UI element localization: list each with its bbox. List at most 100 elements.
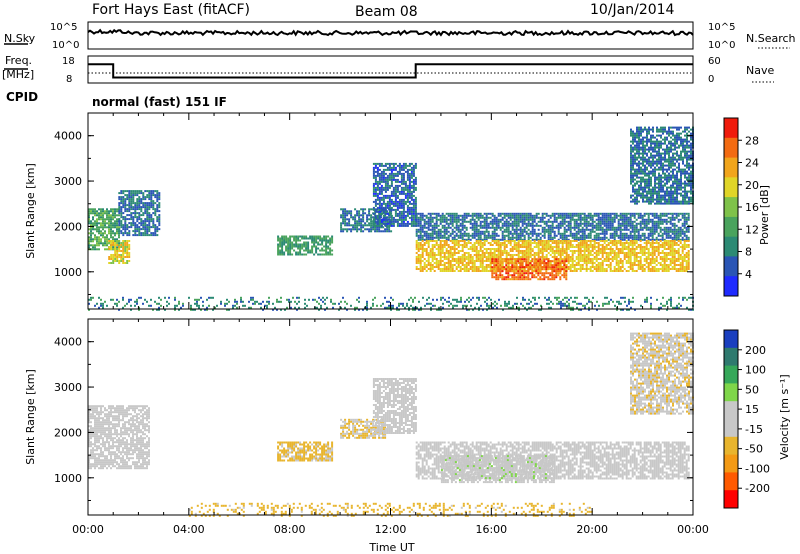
- data-pixel: [388, 208, 391, 211]
- data-pixel: [639, 262, 642, 264]
- data-pixel: [408, 190, 411, 193]
- data-pixel: [593, 226, 596, 229]
- data-pixel: [663, 266, 666, 268]
- data-pixel: [356, 214, 359, 217]
- data-pixel: [140, 224, 143, 227]
- data-pixel: [629, 242, 632, 244]
- data-pixel: [563, 234, 566, 237]
- data-pixel: [408, 172, 411, 175]
- data-pixel: [523, 244, 526, 246]
- data-pixel: [398, 198, 401, 201]
- data-pixel: [517, 240, 520, 242]
- data-pixel: [499, 262, 502, 265]
- data-pixel: [402, 166, 405, 169]
- data-pixel: [513, 212, 516, 215]
- data-pixel: [429, 232, 432, 235]
- data-pixel: [671, 248, 674, 250]
- data-pixel: [547, 234, 550, 237]
- data-pixel: [675, 224, 678, 227]
- data-pixel: [96, 226, 98, 229]
- data-pixel: [507, 278, 510, 281]
- data-pixel: [158, 222, 161, 225]
- data-pixel: [521, 222, 524, 225]
- data-pixel: [623, 212, 626, 215]
- data-pixel: [677, 238, 680, 241]
- data-pixel: [637, 244, 640, 246]
- data-pixel: [108, 210, 110, 213]
- data-pixel: [655, 224, 658, 227]
- data-pixel: [575, 232, 578, 235]
- data-pixel: [581, 238, 584, 241]
- data-pixel: [519, 270, 522, 272]
- data-pixel: [607, 222, 610, 225]
- data-pixel: [613, 216, 616, 219]
- data-pixel: [122, 262, 125, 264]
- data-pixel: [130, 198, 133, 201]
- data-pixel: [577, 230, 580, 233]
- data-pixel: [402, 222, 405, 225]
- data-pixel: [356, 222, 359, 225]
- data-pixel: [503, 236, 506, 239]
- data-pixel: [597, 250, 600, 252]
- data-pixel: [529, 224, 532, 227]
- data-pixel: [589, 246, 592, 248]
- data-pixel: [90, 212, 92, 215]
- data-pixel: [473, 214, 476, 217]
- data-pixel: [517, 274, 520, 277]
- data-pixel: [641, 232, 644, 235]
- data-pixel: [539, 266, 542, 268]
- data-pixel: [128, 226, 131, 229]
- data-pixel: [360, 226, 363, 229]
- data-pixel: [425, 234, 428, 237]
- data-pixel: [400, 174, 403, 177]
- data-pixel: [595, 256, 598, 258]
- data-pixel: [126, 228, 129, 231]
- data-pixel: [100, 234, 102, 237]
- data-pixel: [635, 212, 638, 215]
- data-pixel: [382, 180, 385, 183]
- data-pixel: [287, 253, 290, 256]
- data-pixel: [453, 236, 456, 239]
- data-pixel: [118, 246, 121, 248]
- data-pixel: [529, 256, 532, 258]
- data-pixel: [575, 230, 578, 233]
- data-pixel: [611, 248, 614, 250]
- data-pixel: [427, 244, 430, 246]
- data-pixel: [402, 162, 405, 165]
- data-pixel: [453, 240, 456, 242]
- data-pixel: [461, 238, 464, 241]
- data-pixel: [449, 270, 452, 272]
- data-pixel: [609, 252, 612, 254]
- data-pixel: [581, 230, 584, 233]
- data-pixel: [342, 208, 345, 211]
- data-pixel: [687, 230, 690, 233]
- data-pixel: [412, 224, 415, 227]
- data-pixel: [493, 234, 496, 237]
- data-pixel: [663, 264, 666, 266]
- data-pixel: [669, 264, 672, 266]
- data-pixel: [96, 240, 98, 243]
- data-pixel: [372, 174, 375, 177]
- data-pixel: [665, 258, 668, 260]
- data-pixel: [487, 230, 490, 233]
- data-pixel: [388, 222, 391, 225]
- data-pixel: [392, 200, 395, 203]
- data-pixel: [94, 248, 96, 251]
- data-pixel: [667, 234, 670, 237]
- data-pixel: [613, 244, 616, 246]
- data-pixel: [380, 212, 383, 215]
- data-pixel: [607, 252, 610, 254]
- data-pixel: [124, 204, 127, 207]
- data-pixel: [144, 218, 147, 221]
- data-pixel: [529, 254, 532, 256]
- data-pixel: [386, 210, 389, 213]
- data-pixel: [575, 226, 578, 229]
- data-pixel: [637, 256, 640, 258]
- data-pixel: [575, 222, 578, 225]
- data-pixel: [579, 252, 582, 254]
- data-pixel: [629, 258, 632, 260]
- data-pixel: [687, 236, 690, 239]
- data-pixel: [112, 216, 114, 219]
- data-pixel: [583, 214, 586, 217]
